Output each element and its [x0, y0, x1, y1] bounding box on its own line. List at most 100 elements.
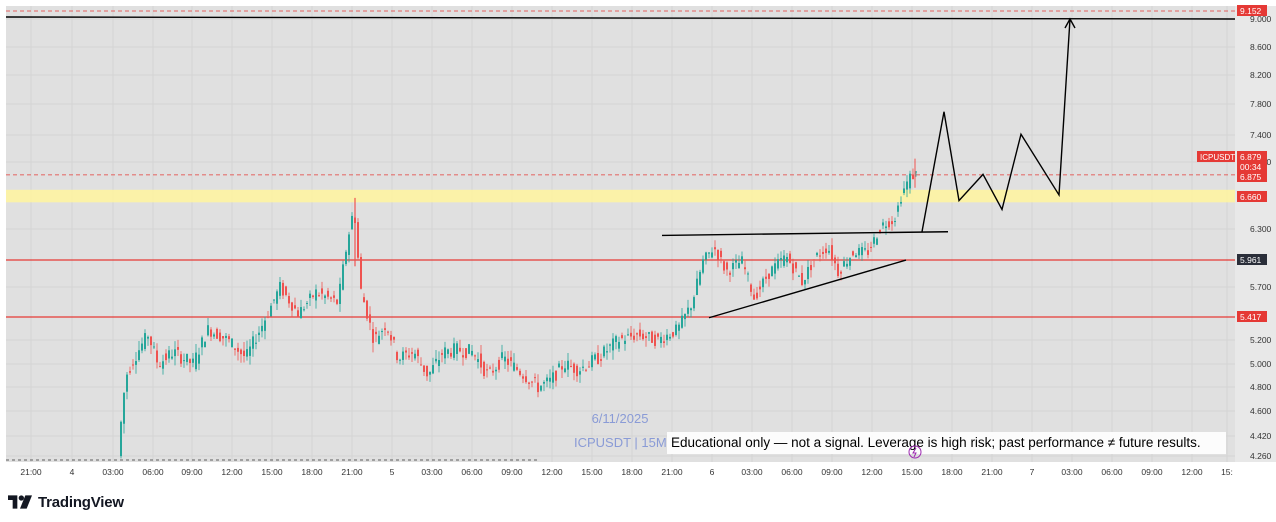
- candle-body: [633, 335, 635, 340]
- candle-body: [912, 174, 914, 180]
- highlight-zone: [6, 189, 1235, 203]
- candle-body: [201, 337, 203, 348]
- candle-body: [735, 260, 737, 263]
- candle-body: [297, 310, 299, 318]
- time-tick-label: 7: [1030, 467, 1035, 477]
- candle-body: [300, 307, 302, 319]
- candle-body: [435, 358, 437, 362]
- candle-body: [834, 257, 836, 264]
- candle-body: [228, 336, 230, 340]
- time-tick-label: 12:00: [541, 467, 563, 477]
- candle-body: [402, 351, 404, 360]
- candle-body: [348, 234, 350, 255]
- candle-body: [660, 336, 662, 344]
- candle-body: [858, 247, 860, 256]
- candle-body: [306, 303, 308, 305]
- candle-body: [144, 333, 146, 350]
- candle-body: [897, 205, 899, 212]
- candle-body: [459, 347, 461, 352]
- price-label-tag: [1237, 191, 1267, 202]
- resistance-trendline[interactable]: [661, 231, 949, 237]
- brand-name: TradingView: [38, 493, 124, 511]
- candle-body: [270, 305, 272, 317]
- candle-body: [879, 230, 881, 233]
- candle-body: [267, 316, 269, 318]
- candle-body: [846, 263, 848, 267]
- candle-body: [573, 363, 575, 373]
- candle-body: [453, 343, 455, 358]
- candle-body: [219, 332, 221, 342]
- candle-body: [810, 265, 812, 271]
- candle-body: [432, 365, 434, 374]
- price-label-text: 6.660: [1240, 192, 1262, 202]
- candle-body: [603, 346, 605, 357]
- candle-body: [738, 262, 740, 269]
- candle-body: [291, 302, 293, 311]
- candle-body: [549, 377, 551, 382]
- candle-body: [222, 336, 224, 339]
- candle-body: [240, 349, 242, 355]
- candle-body: [528, 382, 530, 384]
- price-tick-label: 9.000: [1250, 14, 1272, 24]
- brand-footer[interactable]: TradingView: [8, 493, 124, 511]
- candle-body: [609, 344, 611, 346]
- candle-body: [345, 251, 347, 265]
- candle-body: [213, 334, 215, 337]
- projection-path[interactable]: [921, 18, 1071, 232]
- candle-body: [600, 359, 602, 361]
- lightning-icon[interactable]: [908, 445, 922, 459]
- candle-body: [336, 299, 338, 304]
- price-tick-label: 7.800: [1250, 99, 1272, 109]
- candle-body: [864, 248, 866, 250]
- candle-body: [333, 295, 335, 298]
- candle-body: [690, 308, 692, 311]
- candle-body: [906, 181, 908, 190]
- candle-body: [798, 275, 800, 277]
- candle-body: [828, 250, 830, 253]
- candle-body: [534, 377, 536, 379]
- candle-body: [675, 324, 677, 335]
- candle-body: [495, 369, 497, 372]
- candle-body: [168, 350, 170, 359]
- candle-body: [582, 366, 584, 368]
- candle-body: [210, 329, 212, 337]
- candle-body: [258, 332, 260, 336]
- candle-body: [360, 257, 362, 289]
- candle-body: [123, 392, 125, 424]
- candle-body: [315, 289, 317, 301]
- support-trendline[interactable]: [708, 259, 907, 319]
- candle-body: [915, 171, 917, 173]
- time-tick-label: 15:00: [901, 467, 923, 477]
- time-tick-label: 12:00: [221, 467, 243, 477]
- candle-body: [141, 343, 143, 351]
- time-tick-label: 06:00: [142, 467, 164, 477]
- candle-body: [186, 353, 188, 362]
- candle-body: [594, 354, 596, 360]
- candle-body: [426, 365, 428, 377]
- candle-body: [408, 355, 410, 358]
- time-axis[interactable]: 21:00 4 03:00 06:00 09:00 12:00 15:00 18:00 21:0…: [20, 467, 1233, 477]
- candle-body: [309, 293, 311, 298]
- candle-body: [783, 255, 785, 266]
- candle-body: [339, 283, 341, 304]
- candle-body: [825, 248, 827, 254]
- candle-body: [744, 267, 746, 270]
- candle-body: [780, 258, 782, 260]
- candle-body: [162, 361, 164, 369]
- candle-body: [789, 253, 791, 263]
- candle-body: [687, 307, 689, 314]
- candle-body: [894, 221, 896, 223]
- annotation-box: [667, 432, 1226, 454]
- candle-body: [312, 295, 314, 297]
- candle-body: [873, 237, 875, 244]
- price-tick-label: 5.000: [1250, 359, 1272, 369]
- candle-body: [327, 290, 329, 297]
- chart-background: [6, 6, 1235, 462]
- candle-body: [261, 325, 263, 332]
- time-tick-label: 15:00: [261, 467, 283, 477]
- projection-arrowhead: [1064, 17, 1076, 29]
- candle-body: [192, 358, 194, 363]
- candle-body: [159, 366, 161, 368]
- candle-body: [771, 266, 773, 277]
